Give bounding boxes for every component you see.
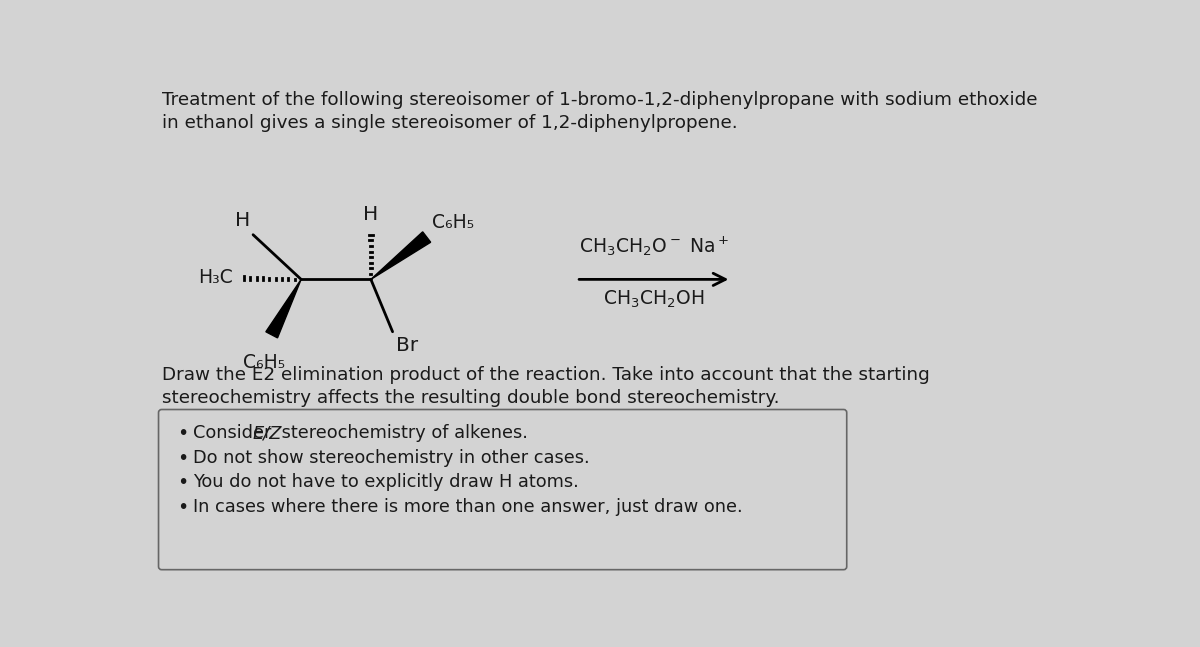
Text: Do not show stereochemistry in other cases.: Do not show stereochemistry in other cas… xyxy=(193,449,589,466)
Text: Treatment of the following stereoisomer of 1-bromo-1,2-diphenylpropane with sodi: Treatment of the following stereoisomer … xyxy=(162,91,1037,109)
Text: stereochemistry affects the resulting double bond stereochemistry.: stereochemistry affects the resulting do… xyxy=(162,389,779,408)
Text: E/Z: E/Z xyxy=(252,424,282,442)
Text: H₃C: H₃C xyxy=(198,269,233,287)
Polygon shape xyxy=(266,280,301,338)
Text: In cases where there is more than one answer, just draw one.: In cases where there is more than one an… xyxy=(193,498,743,516)
Text: stereochemistry of alkenes.: stereochemistry of alkenes. xyxy=(276,424,528,442)
Text: You do not have to explicitly draw H atoms.: You do not have to explicitly draw H ato… xyxy=(193,474,578,492)
Text: C₆H₅: C₆H₅ xyxy=(242,353,284,371)
Text: H: H xyxy=(364,205,378,224)
Text: in ethanol gives a single stereoisomer of 1,2-diphenylpropene.: in ethanol gives a single stereoisomer o… xyxy=(162,114,737,132)
Text: •: • xyxy=(178,474,188,492)
Text: Br: Br xyxy=(396,336,419,355)
Text: H: H xyxy=(235,211,250,230)
Text: C₆H₅: C₆H₅ xyxy=(432,213,474,232)
Text: •: • xyxy=(178,498,188,517)
Text: Draw the E2 elimination product of the reaction. Take into account that the star: Draw the E2 elimination product of the r… xyxy=(162,366,929,384)
Text: Consider: Consider xyxy=(193,424,277,442)
Polygon shape xyxy=(371,232,431,280)
Text: CH$_3$CH$_2$O$^-$ Na$^+$: CH$_3$CH$_2$O$^-$ Na$^+$ xyxy=(578,234,728,258)
Text: •: • xyxy=(178,449,188,468)
Text: CH$_3$CH$_2$OH: CH$_3$CH$_2$OH xyxy=(602,289,704,310)
FancyBboxPatch shape xyxy=(158,410,847,569)
Text: •: • xyxy=(178,424,188,443)
